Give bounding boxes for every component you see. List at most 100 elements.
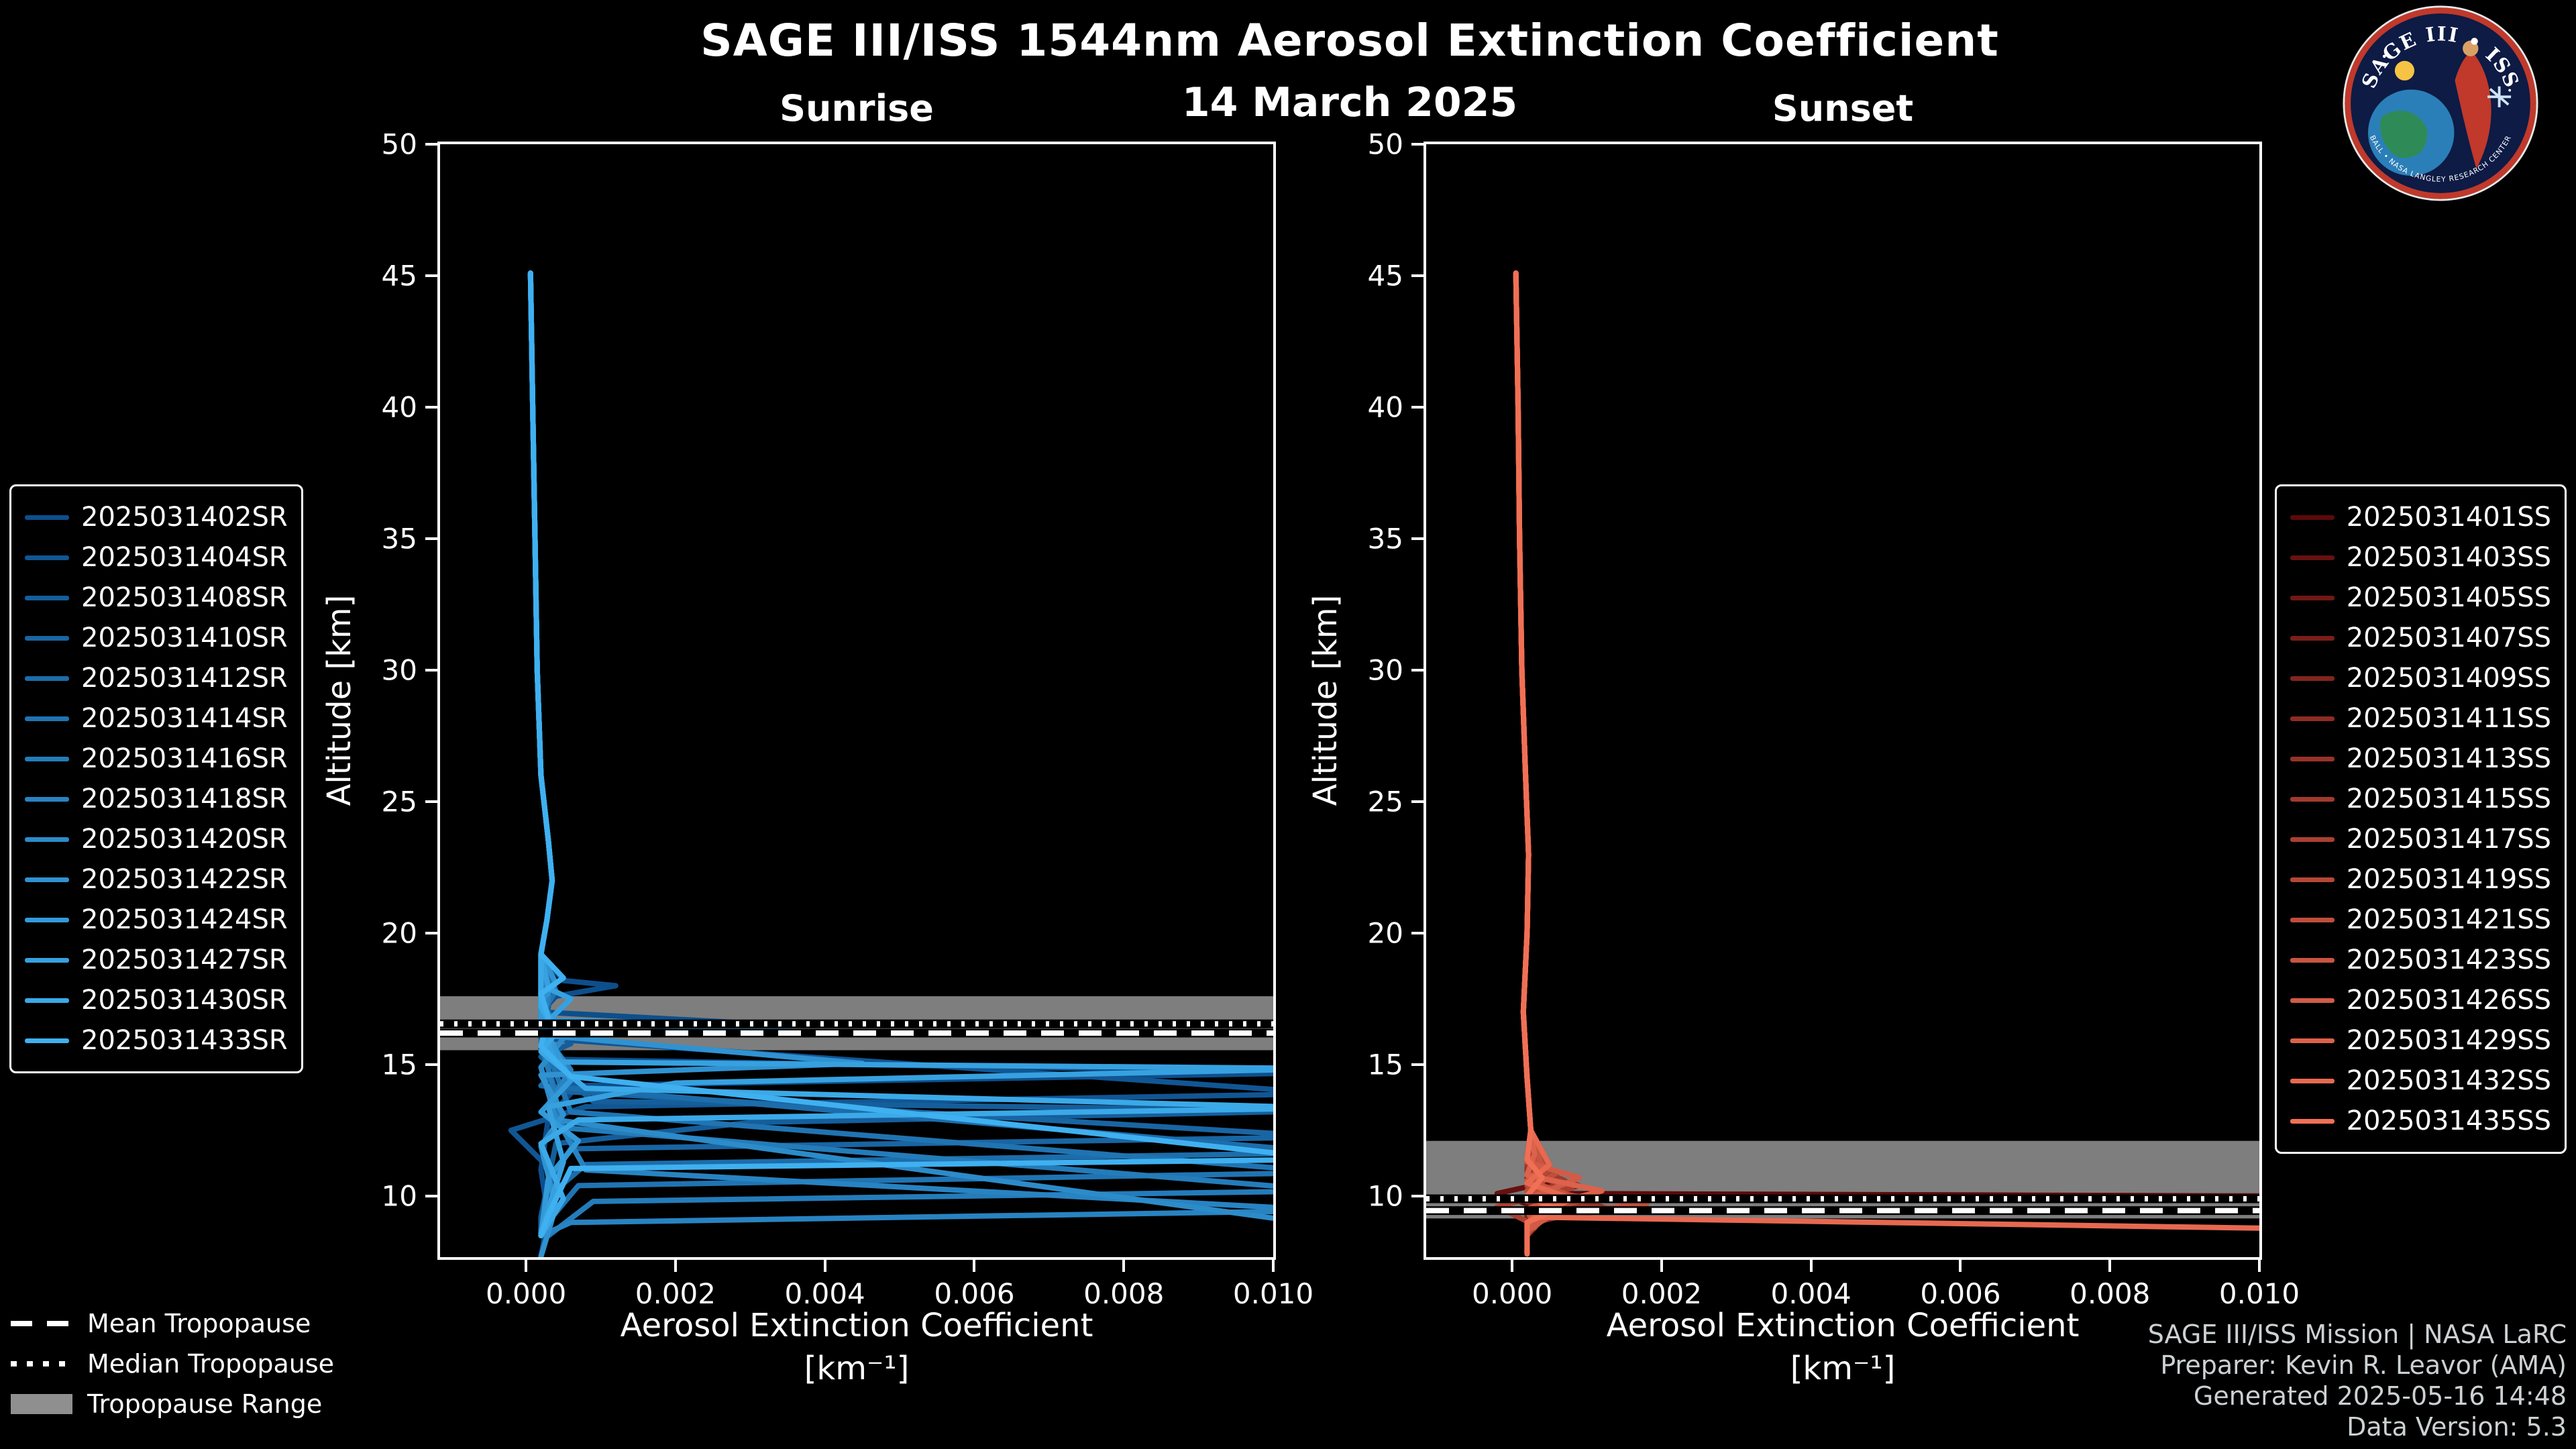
legend-line-swatch <box>25 555 69 560</box>
legend-item: 2025031409SS <box>2290 658 2551 698</box>
legend-item: 2025031418SR <box>25 779 288 819</box>
x-tick <box>1809 1260 1813 1272</box>
credit-generated: Generated 2025-05-16 14:48 <box>2193 1381 2567 1411</box>
x-tick-label: 0.010 <box>2218 1277 2300 1310</box>
y-tick <box>1411 1195 1424 1198</box>
y-tick-label: 25 <box>381 785 417 818</box>
mean-tropopause-swatch <box>11 1321 72 1326</box>
y-tick <box>1411 274 1424 277</box>
x-tick-label: 0.004 <box>784 1277 865 1310</box>
legend-line-swatch <box>25 877 69 882</box>
y-tick-label: 15 <box>381 1048 417 1081</box>
y-tick-label: 25 <box>1367 785 1403 818</box>
legend-line-swatch <box>2290 917 2334 922</box>
y-tick-label: 45 <box>1367 259 1403 292</box>
y-tick <box>425 800 437 804</box>
legend-line-swatch <box>25 676 69 681</box>
tropopause-range-label: Tropopause Range <box>87 1389 323 1419</box>
sunrise-plot <box>440 270 1273 1257</box>
y-tick-label: 50 <box>1367 127 1403 161</box>
legend-item: 2025031426SS <box>2290 980 2551 1020</box>
logo-red-ring <box>2345 7 2536 199</box>
legend-item: 2025031416SR <box>25 739 288 779</box>
legend-line-swatch <box>2290 756 2334 761</box>
legend-line-swatch <box>2290 515 2334 520</box>
legend-line-swatch <box>2290 555 2334 560</box>
figure-title: SAGE III/ISS 1544nm Aerosol Extinction C… <box>700 15 1999 66</box>
x-tick-label: 0.008 <box>2070 1277 2151 1310</box>
median-tropopause-swatch <box>11 1361 72 1366</box>
legend-line-swatch <box>25 998 69 1003</box>
x-tick <box>674 1260 677 1272</box>
legend-line-swatch <box>2290 716 2334 721</box>
legend-label: 2025031415SS <box>2346 784 2551 814</box>
sunset-xlabel: Aerosol Extinction Coefficient <box>1606 1307 2080 1344</box>
legend-item: 2025031429SS <box>2290 1020 2551 1061</box>
legend-item-median-tropopause: Median Tropopause <box>11 1349 334 1379</box>
y-tick-label: 10 <box>1367 1179 1403 1213</box>
legend-item-mean-tropopause: Mean Tropopause <box>11 1309 334 1338</box>
y-tick-label: 20 <box>381 916 417 950</box>
sunrise-ylabel: Altitude [km] <box>321 594 358 806</box>
x-tick <box>1959 1260 1962 1272</box>
legend-line-swatch <box>2290 837 2334 842</box>
legend-item: 2025031417SS <box>2290 819 2551 859</box>
legend-item: 2025031424SR <box>25 900 288 940</box>
legend-label: 2025031412SR <box>81 663 288 694</box>
median-tropopause-label: Median Tropopause <box>87 1349 334 1379</box>
tropopause-range-swatch <box>11 1394 72 1414</box>
legend-label: 2025031416SR <box>81 743 288 774</box>
x-tick-label: 0.006 <box>934 1277 1015 1310</box>
y-tick <box>1411 800 1424 804</box>
y-tick <box>425 537 437 541</box>
y-tick <box>425 274 437 277</box>
legend-line-swatch <box>25 635 69 641</box>
x-tick-label: 0.004 <box>1770 1277 1851 1310</box>
legend-label: 2025031419SS <box>2346 864 2551 895</box>
sage-iii-iss-logo: SAGE III • ISS BALL • NASA LANGLEY RESEA… <box>2343 5 2538 201</box>
x-tick <box>2108 1260 2112 1272</box>
y-tick-label: 45 <box>381 259 417 292</box>
legend-label: 2025031432SS <box>2346 1065 2551 1096</box>
logo-sun <box>2394 60 2415 80</box>
sunrise-xlabel: Aerosol Extinction Coefficient <box>620 1307 1093 1344</box>
x-tick <box>1660 1260 1663 1272</box>
legend-line-swatch <box>25 595 69 600</box>
y-tick <box>425 143 437 146</box>
legend-item: 2025031413SS <box>2290 739 2551 779</box>
mean-tropopause-label: Mean Tropopause <box>87 1309 311 1338</box>
x-tick <box>973 1260 976 1272</box>
y-tick <box>1411 669 1424 672</box>
legend-line-swatch <box>25 515 69 520</box>
legend-line-swatch <box>25 796 69 802</box>
legend-line-swatch <box>2290 877 2334 882</box>
legend-label: 2025031426SS <box>2346 985 2551 1016</box>
legend-item: 2025031433SR <box>25 1020 288 1061</box>
legend-label: 2025031402SR <box>81 502 288 533</box>
x-tick <box>823 1260 826 1272</box>
logo-earth-continent <box>2380 110 2428 158</box>
sunrise-legend: 2025031402SR 2025031404SR 2025031408SR 2025… <box>9 484 303 1073</box>
y-tick <box>425 932 437 935</box>
y-tick <box>1411 1063 1424 1067</box>
credit-version: Data Version: 5.3 <box>2347 1412 2567 1442</box>
legend-item: 2025031407SS <box>2290 618 2551 658</box>
legend-line-swatch <box>2290 1118 2334 1124</box>
profile-line-2025031435SS <box>1513 270 1560 1257</box>
legend-line-swatch <box>25 1038 69 1043</box>
legend-item: 2025031430SR <box>25 980 288 1020</box>
legend-item: 2025031415SS <box>2290 779 2551 819</box>
legend-line-swatch <box>25 917 69 922</box>
y-tick-label: 40 <box>381 390 417 424</box>
legend-label: 2025031420SR <box>81 824 288 855</box>
logo-figure <box>2455 51 2491 169</box>
legend-label: 2025031417SS <box>2346 824 2551 855</box>
sunset-panel-title: Sunset <box>1772 87 1914 129</box>
legend-line-swatch <box>2290 676 2334 681</box>
legend-item: 2025031404SR <box>25 537 288 578</box>
sunset-ylabel: Altitude [km] <box>1307 594 1344 806</box>
profile-line-2025031433SR <box>527 270 1273 1238</box>
legend-line-swatch <box>2290 635 2334 641</box>
x-tick-label: 0.010 <box>1232 1277 1314 1310</box>
profile-line-2025031430SR <box>527 270 1273 1238</box>
